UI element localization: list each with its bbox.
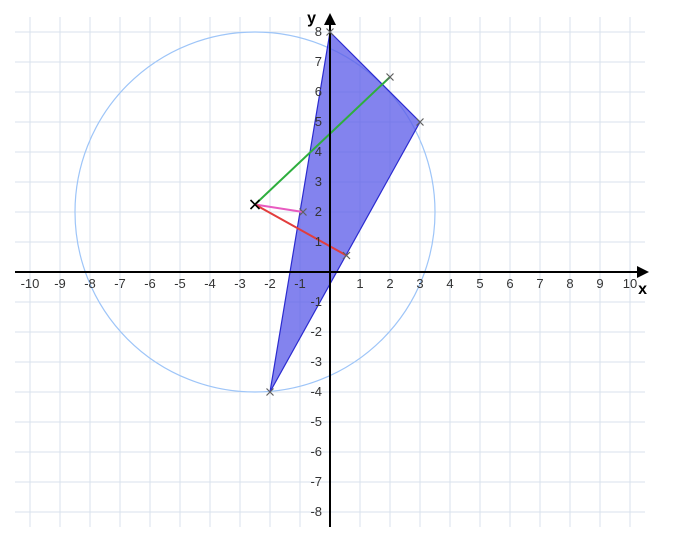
x-tick-label: 1 bbox=[356, 276, 363, 291]
x-axis-label: x bbox=[638, 281, 647, 298]
x-tick-label: 6 bbox=[506, 276, 513, 291]
y-tick-label: 3 bbox=[315, 174, 322, 189]
y-tick-label: -8 bbox=[310, 504, 322, 519]
x-tick-label: 9 bbox=[596, 276, 603, 291]
plot-svg: -10 -9 -8 -7 -6 -5 -4 -3 -2 -1 1 2 3 4 5 6 7 8 9 10 -8 -7 -6 -5… bbox=[0, 0, 680, 544]
y-axis-label: y bbox=[307, 10, 316, 27]
x-tick-label: -8 bbox=[84, 276, 96, 291]
y-tick-label: -2 bbox=[310, 324, 322, 339]
x-tick-label: -1 bbox=[294, 276, 306, 291]
coordinate-plot: -10 -9 -8 -7 -6 -5 -4 -3 -2 -1 1 2 3 4 5 6 7 8 9 10 -8 -7 -6 -5… bbox=[0, 0, 680, 544]
y-tick-label: 1 bbox=[315, 234, 322, 249]
y-tick-label: -3 bbox=[310, 354, 322, 369]
x-tick-label: -7 bbox=[114, 276, 126, 291]
x-tick-label: -5 bbox=[174, 276, 186, 291]
y-tick-label: -6 bbox=[310, 444, 322, 459]
y-tick-label: -7 bbox=[310, 474, 322, 489]
y-tick-label: -1 bbox=[310, 294, 322, 309]
y-tick-label: 7 bbox=[315, 54, 322, 69]
y-tick-label: 6 bbox=[315, 84, 322, 99]
y-tick-label: 4 bbox=[315, 144, 322, 159]
x-tick-label: -3 bbox=[234, 276, 246, 291]
x-tick-label: -2 bbox=[264, 276, 276, 291]
x-tick-label: 5 bbox=[476, 276, 483, 291]
y-tick-label: 2 bbox=[315, 204, 322, 219]
x-tick-label: -4 bbox=[204, 276, 216, 291]
x-tick-label: -10 bbox=[21, 276, 40, 291]
x-tick-label: 10 bbox=[623, 276, 637, 291]
x-tick-label: -9 bbox=[54, 276, 66, 291]
y-tick-label: -4 bbox=[310, 384, 322, 399]
x-tick-label: 3 bbox=[416, 276, 423, 291]
x-tick-label: -6 bbox=[144, 276, 156, 291]
y-tick-label: -5 bbox=[310, 414, 322, 429]
y-tick-label: 5 bbox=[315, 114, 322, 129]
x-tick-label: 7 bbox=[536, 276, 543, 291]
x-tick-label: 4 bbox=[446, 276, 453, 291]
x-tick-label: 8 bbox=[566, 276, 573, 291]
x-tick-label: 2 bbox=[386, 276, 393, 291]
